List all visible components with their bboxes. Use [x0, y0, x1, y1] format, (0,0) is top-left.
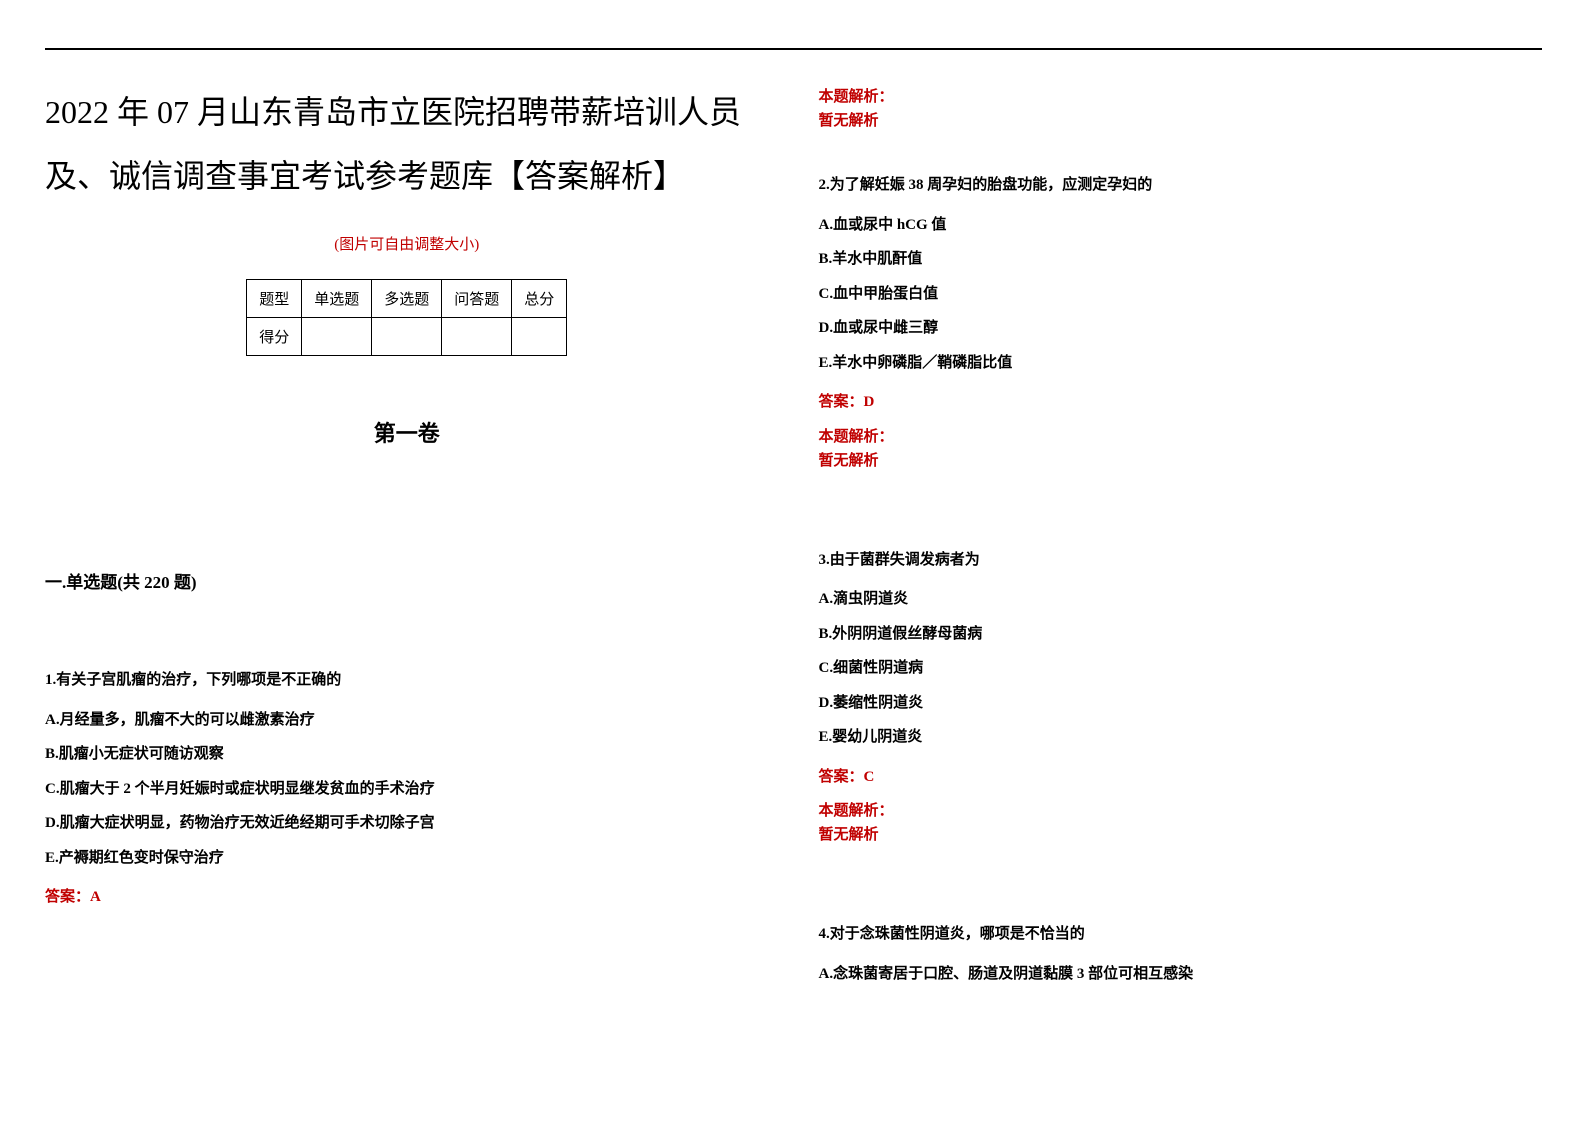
section-title: 一.单选题(共 220 题) — [45, 568, 769, 593]
question-stem: 3.由于菌群失调发病者为 — [819, 543, 1543, 578]
question-answer: 答案：D — [819, 385, 1543, 420]
analysis-text: 暂无解析 — [819, 109, 1543, 133]
question-option: E.婴幼儿阴道炎 — [819, 720, 1543, 755]
question-option: D.萎缩性阴道炎 — [819, 686, 1543, 721]
spacer — [819, 508, 1543, 543]
question-block: 1.有关子宫肌瘤的治疗，下列哪项是不正确的 A.月经量多，肌瘤不大的可以雌激素治… — [45, 663, 769, 915]
score-table: 题型 单选题 多选题 问答题 总分 得分 — [246, 279, 567, 356]
table-cell: 得分 — [247, 318, 302, 356]
question-option: B.羊水中肌酐值 — [819, 242, 1543, 277]
document-title: 2022 年 07 月山东青岛市立医院招聘带薪培训人员及、诚信调查事宜考试参考题… — [45, 80, 769, 208]
analysis-label: 本题解析： — [819, 799, 1543, 823]
question-option: B.外阴阴道假丝酵母菌病 — [819, 617, 1543, 652]
table-row: 题型 单选题 多选题 问答题 总分 — [247, 280, 567, 318]
analysis-text: 暂无解析 — [819, 449, 1543, 473]
table-cell — [302, 318, 372, 356]
question-answer: 答案：C — [819, 760, 1543, 795]
table-header: 单选题 — [302, 280, 372, 318]
question-option: A.月经量多，肌瘤不大的可以雌激素治疗 — [45, 703, 769, 738]
image-hint: (图片可自由调整大小) — [45, 233, 769, 254]
table-cell — [442, 318, 512, 356]
question-option: E.产褥期红色变时保守治疗 — [45, 841, 769, 876]
table-header: 问答题 — [442, 280, 512, 318]
question-option: A.滴虫阴道炎 — [819, 582, 1543, 617]
question-option: A.念珠菌寄居于口腔、肠道及阴道黏膜 3 部位可相互感染 — [819, 957, 1543, 992]
table-header: 总分 — [512, 280, 567, 318]
table-cell — [512, 318, 567, 356]
question-option: C.血中甲胎蛋白值 — [819, 277, 1543, 312]
question-stem: 1.有关子宫肌瘤的治疗，下列哪项是不正确的 — [45, 663, 769, 698]
volume-title: 第一卷 — [45, 416, 769, 448]
question-option: D.肌瘤大症状明显，药物治疗无效近绝经期可手术切除子宫 — [45, 806, 769, 841]
question-option: B.肌瘤小无症状可随访观察 — [45, 737, 769, 772]
page-content: 2022 年 07 月山东青岛市立医院招聘带薪培训人员及、诚信调查事宜考试参考题… — [45, 80, 1542, 1026]
question-stem: 4.对于念珠菌性阴道炎，哪项是不恰当的 — [819, 917, 1543, 952]
table-cell — [372, 318, 442, 356]
analysis-label: 本题解析： — [819, 85, 1543, 109]
question-block: 4.对于念珠菌性阴道炎，哪项是不恰当的 A.念珠菌寄居于口腔、肠道及阴道黏膜 3… — [819, 917, 1543, 991]
analysis-label: 本题解析： — [819, 425, 1543, 449]
spacer — [819, 882, 1543, 917]
question-option: C.肌瘤大于 2 个半月妊娠时或症状明显继发贫血的手术治疗 — [45, 772, 769, 807]
question-option: C.细菌性阴道病 — [819, 651, 1543, 686]
question-answer: 答案：A — [45, 880, 769, 915]
question-option: E.羊水中卵磷脂／鞘磷脂比值 — [819, 346, 1543, 381]
question-block: 2.为了解妊娠 38 周孕妇的胎盘功能，应测定孕妇的 A.血或尿中 hCG 值 … — [819, 168, 1543, 473]
question-stem: 2.为了解妊娠 38 周孕妇的胎盘功能，应测定孕妇的 — [819, 168, 1543, 203]
left-column: 2022 年 07 月山东青岛市立医院招聘带薪培训人员及、诚信调查事宜考试参考题… — [45, 80, 769, 1026]
spacer — [819, 133, 1543, 168]
question-option: D.血或尿中雌三醇 — [819, 311, 1543, 346]
table-row: 得分 — [247, 318, 567, 356]
right-column: 本题解析： 暂无解析 2.为了解妊娠 38 周孕妇的胎盘功能，应测定孕妇的 A.… — [819, 80, 1543, 1026]
analysis-text: 暂无解析 — [819, 823, 1543, 847]
table-header: 多选题 — [372, 280, 442, 318]
table-header: 题型 — [247, 280, 302, 318]
question-option: A.血或尿中 hCG 值 — [819, 208, 1543, 243]
header-divider — [45, 48, 1542, 50]
question-block: 3.由于菌群失调发病者为 A.滴虫阴道炎 B.外阴阴道假丝酵母菌病 C.细菌性阴… — [819, 543, 1543, 848]
